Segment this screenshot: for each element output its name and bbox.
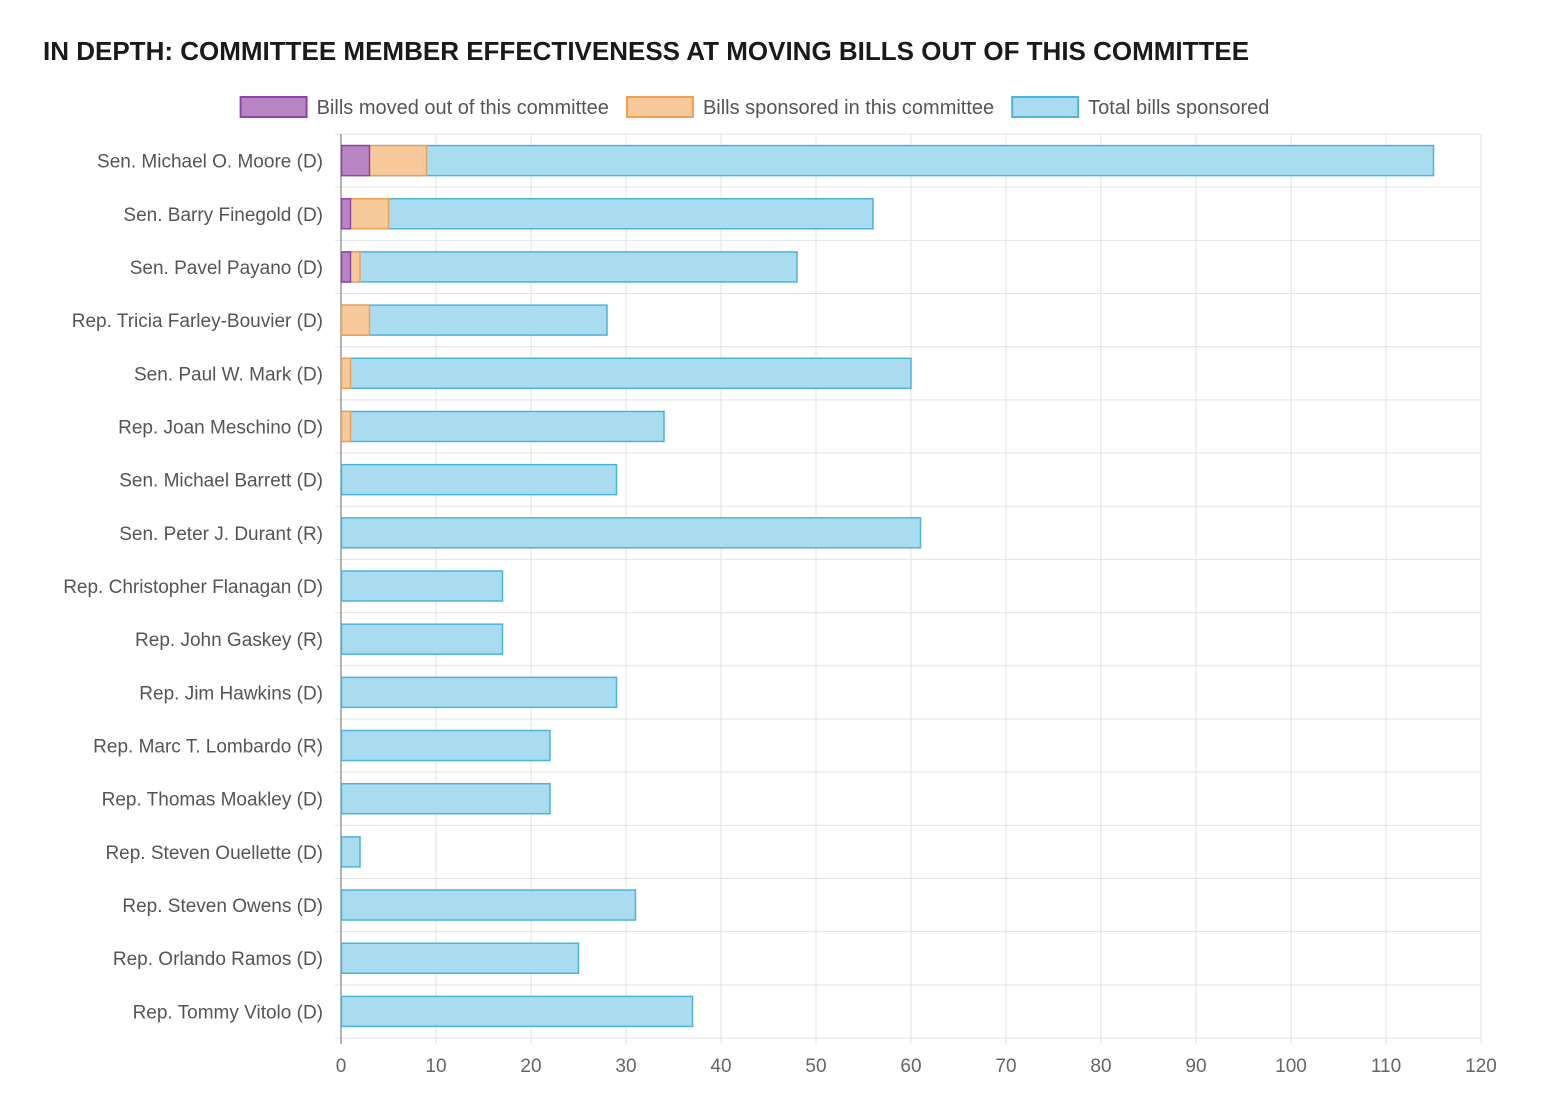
- legend-label-bills-sponsored-in-this-committee[interactable]: Bills sponsored in this committee: [703, 97, 994, 119]
- bar-bills-sponsored-in-this-committee-4[interactable]: [340, 304, 371, 336]
- category-label: Rep. Thomas Moakley (D): [102, 790, 323, 811]
- category-axis: Sen. Michael O. Moore (D) Sen. Barry Fine…: [63, 152, 323, 1024]
- x-tick-label: 20: [520, 1056, 541, 1077]
- bar-total-bills-sponsored-7[interactable]: [340, 463, 618, 496]
- x-tick-label: 110: [1371, 1056, 1401, 1077]
- x-tick-label: 120: [1465, 1056, 1497, 1077]
- bar-bills-sponsored-in-this-committee-5[interactable]: [340, 357, 352, 390]
- chart-bars: [340, 144, 1435, 1028]
- x-tick-label: 30: [615, 1056, 636, 1077]
- bar-total-bills-sponsored-11[interactable]: [340, 676, 618, 709]
- category-label: Rep. Jim Hawkins (D): [139, 683, 323, 704]
- x-tick-label: 0: [336, 1056, 347, 1077]
- bar-total-bills-sponsored-15[interactable]: [340, 889, 637, 921]
- chart-title: IN DEPTH: COMMITTEE MEMBER EFFECTIVENESS…: [43, 36, 1250, 66]
- bar-total-bills-sponsored-3[interactable]: [340, 251, 798, 283]
- bar-total-bills-sponsored-16[interactable]: [340, 942, 580, 974]
- bar-bills-moved-out-of-this-committee-3[interactable]: [340, 251, 352, 283]
- value-axis: 0 10 20 30 40 50 60 70 80 90 100 110 120: [336, 1056, 1497, 1077]
- category-label: Rep. Joan Meschino (D): [118, 417, 323, 438]
- bar-total-bills-sponsored-2[interactable]: [340, 198, 874, 230]
- category-label: Sen. Barry Finegold (D): [123, 205, 323, 226]
- bar-total-bills-sponsored-6[interactable]: [340, 410, 665, 443]
- x-tick-label: 70: [995, 1056, 1016, 1077]
- bar-total-bills-sponsored-10[interactable]: [340, 623, 504, 655]
- legend-label-total-bills-sponsored[interactable]: Total bills sponsored: [1088, 97, 1269, 119]
- category-label: Rep. John Gaskey (R): [135, 630, 323, 651]
- category-label: Rep. Christopher Flanagan (D): [63, 577, 323, 598]
- category-label: Sen. Pavel Payano (D): [130, 258, 323, 279]
- legend-swatch-bills-moved-out-of-this-committee[interactable]: [239, 96, 308, 118]
- category-label: Sen. Michael O. Moore (D): [97, 152, 323, 173]
- bar-total-bills-sponsored-1[interactable]: [340, 144, 1435, 177]
- category-label: Rep. Steven Ouellette (D): [105, 843, 323, 864]
- chart-grid: [335, 133, 1482, 1044]
- bar-total-bills-sponsored-9[interactable]: [340, 570, 504, 602]
- category-label: Rep. Tricia Farley-Bouvier (D): [72, 311, 323, 332]
- category-label: Rep. Steven Owens (D): [122, 896, 323, 917]
- legend-swatch-total-bills-sponsored[interactable]: [1011, 96, 1080, 118]
- x-tick-label: 80: [1090, 1056, 1111, 1077]
- bar-bills-sponsored-in-this-committee-6[interactable]: [340, 410, 352, 443]
- x-tick-label: 60: [900, 1056, 921, 1077]
- bar-bills-moved-out-of-this-committee-1[interactable]: [340, 144, 371, 177]
- x-tick-label: 50: [805, 1056, 826, 1077]
- category-label: Sen. Paul W. Mark (D): [134, 364, 323, 385]
- bar-total-bills-sponsored-4[interactable]: [340, 304, 608, 336]
- bar-total-bills-sponsored-5[interactable]: [340, 357, 912, 390]
- legend-swatch-bills-sponsored-in-this-committee[interactable]: [625, 96, 694, 118]
- category-label: Rep. Marc T. Lombardo (R): [93, 737, 323, 758]
- category-label: Sen. Michael Barrett (D): [119, 471, 323, 492]
- bar-total-bills-sponsored-12[interactable]: [340, 729, 551, 762]
- x-tick-label: 10: [425, 1056, 446, 1077]
- category-label: Rep. Tommy Vitolo (D): [133, 1002, 323, 1023]
- legend-label-bills-moved-out-of-this-committee[interactable]: Bills moved out of this committee: [317, 97, 609, 119]
- bar-total-bills-sponsored-8[interactable]: [340, 517, 922, 549]
- x-tick-label: 40: [710, 1056, 731, 1077]
- bar-bills-moved-out-of-this-committee-2[interactable]: [340, 198, 352, 230]
- x-tick-label: 100: [1275, 1056, 1307, 1077]
- bar-total-bills-sponsored-14[interactable]: [340, 836, 361, 868]
- chart-legend: Bills moved out of this committee Bills s…: [239, 96, 1269, 119]
- category-label: Sen. Peter J. Durant (R): [119, 524, 323, 545]
- bar-total-bills-sponsored-13[interactable]: [340, 782, 551, 815]
- category-label: Rep. Orlando Ramos (D): [113, 949, 323, 970]
- x-tick-label: 90: [1185, 1056, 1206, 1077]
- bar-total-bills-sponsored-17[interactable]: [340, 995, 694, 1028]
